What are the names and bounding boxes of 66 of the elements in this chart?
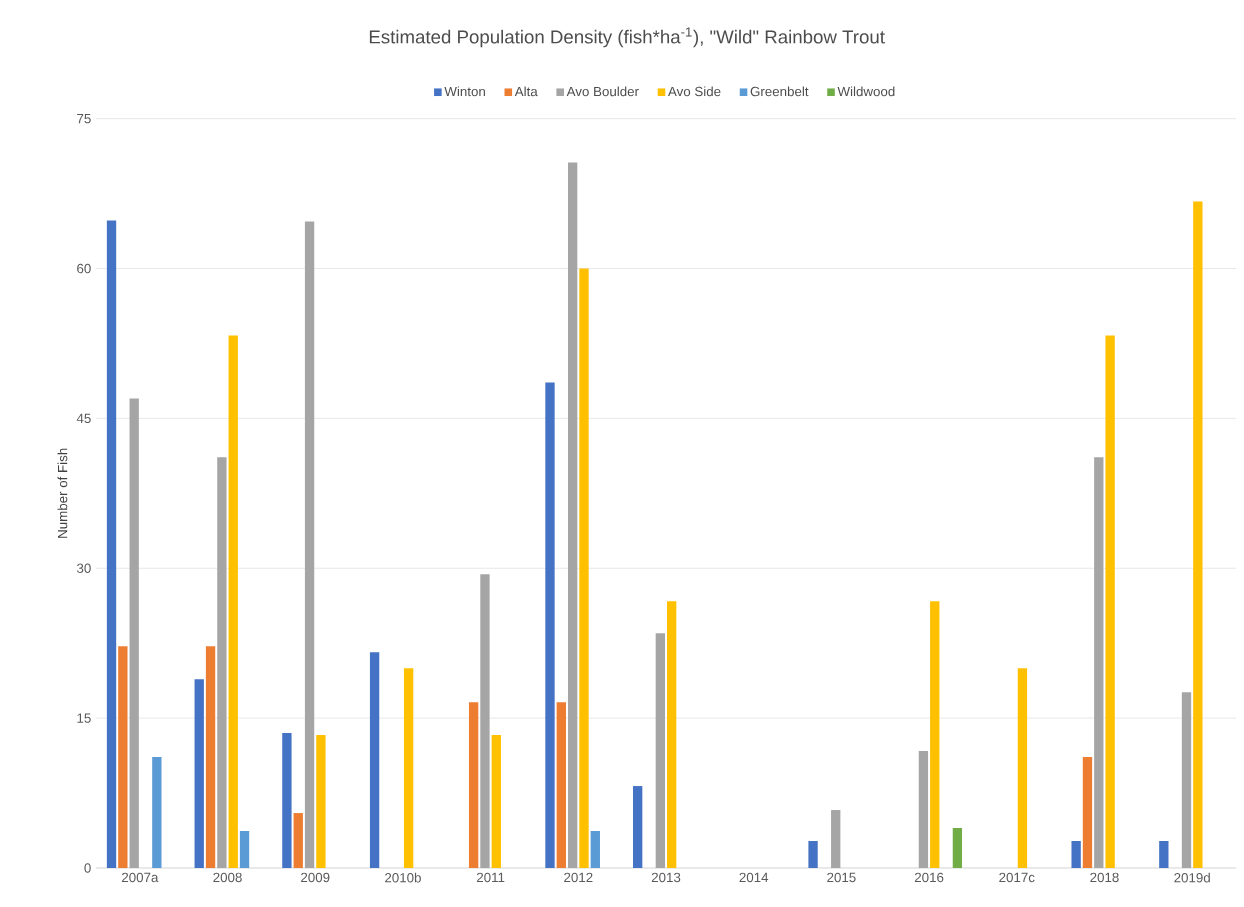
bar — [152, 757, 162, 869]
y-tick-label: 0 — [84, 863, 91, 873]
bar — [106, 220, 117, 869]
legend-label: Avo Side — [667, 86, 721, 97]
bar — [205, 646, 216, 869]
bar — [567, 162, 578, 869]
y-tick-label: 60 — [77, 263, 91, 274]
bar — [480, 574, 490, 869]
bar — [129, 398, 139, 869]
bar — [194, 679, 204, 869]
bar — [118, 646, 128, 869]
bar — [1159, 841, 1169, 869]
bar — [1105, 335, 1115, 869]
y-tick-label: 30 — [76, 563, 91, 574]
bar — [304, 221, 315, 869]
bar — [590, 831, 600, 869]
bar — [1193, 201, 1203, 869]
y-tick-label: 15 — [77, 713, 91, 723]
bar — [1082, 757, 1093, 869]
bar — [545, 382, 555, 869]
x-tick-label: 2019d — [1174, 872, 1210, 883]
legend-label: Avo Boulder — [566, 86, 639, 97]
bar — [952, 828, 963, 869]
y-tick-label: 75 — [77, 114, 91, 124]
bar — [556, 702, 566, 869]
y-tick-label: 45 — [76, 413, 91, 424]
bar — [403, 668, 414, 869]
bar — [369, 652, 380, 869]
bar — [831, 810, 841, 869]
legend-label: Winton — [444, 86, 485, 97]
bar — [239, 831, 250, 869]
x-tick-label: 2013 — [651, 872, 681, 883]
bar — [316, 735, 326, 869]
x-tick-label: 2014 — [739, 872, 769, 883]
x-tick-label: 2010b — [385, 872, 421, 883]
bar — [1094, 457, 1104, 869]
x-tick-label: 2018 — [1090, 872, 1119, 883]
bar — [918, 751, 929, 869]
bar — [491, 735, 501, 869]
bar — [217, 457, 227, 869]
bar — [808, 841, 818, 869]
y-axis-title: Number of Fish — [57, 448, 68, 538]
bar — [930, 601, 940, 869]
bar — [293, 813, 303, 869]
x-tick-label: 2008 — [213, 872, 242, 883]
bar — [1017, 668, 1028, 869]
x-tick-label: 2007a — [121, 872, 159, 883]
x-tick-label: 2016 — [914, 872, 944, 883]
x-tick-label: 2015 — [827, 872, 856, 883]
legend-label: Greenbelt — [750, 86, 809, 97]
bar — [1071, 841, 1081, 869]
legend-label: Alta — [514, 86, 538, 97]
legend-label: Wildwood — [837, 86, 895, 97]
chart-title: Estimated Population Density (fish*ha$^{-1}$), "Wild" Rainbow Trout — [369, 27, 885, 48]
x-tick-label: 2009 — [301, 872, 330, 883]
bar — [1181, 692, 1192, 869]
x-tick-label: 2012 — [564, 872, 593, 883]
bar — [228, 335, 238, 869]
bar — [655, 633, 666, 869]
x-tick-label: 2011 — [476, 872, 505, 883]
x-tick-label: 2017c — [999, 872, 1035, 883]
bar — [282, 733, 292, 869]
bar — [579, 268, 589, 869]
bar — [633, 786, 643, 869]
bar — [667, 601, 677, 869]
bar — [468, 702, 479, 869]
